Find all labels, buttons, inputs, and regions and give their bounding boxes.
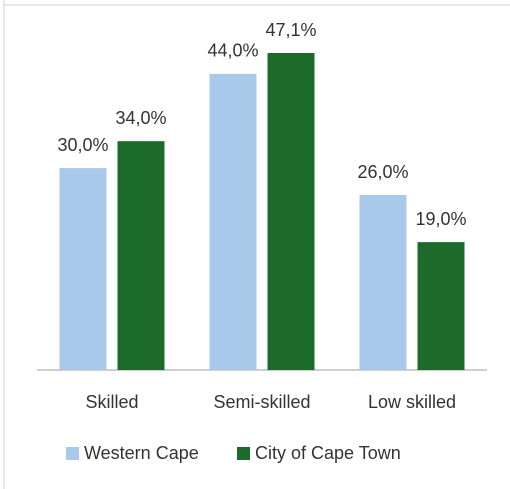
data-label: 26,0% <box>357 162 408 182</box>
x-tick-label: Low skilled <box>368 392 456 412</box>
bar <box>59 168 107 370</box>
x-tick-label: Semi-skilled <box>213 392 310 412</box>
data-label: 44,0% <box>207 41 258 61</box>
bar <box>359 195 407 370</box>
legend-label: City of Cape Town <box>255 443 401 463</box>
legend-swatch <box>66 447 79 460</box>
bar <box>209 73 257 370</box>
data-label: 47,1% <box>265 20 316 40</box>
data-label: 19,0% <box>415 209 466 229</box>
x-tick-label: Skilled <box>85 392 138 412</box>
data-label: 34,0% <box>115 108 166 128</box>
bar <box>267 53 315 370</box>
legend-label: Western Cape <box>84 443 199 463</box>
bar <box>117 141 165 370</box>
data-label: 30,0% <box>57 135 108 155</box>
legend-swatch <box>237 447 250 460</box>
bar <box>417 242 465 370</box>
